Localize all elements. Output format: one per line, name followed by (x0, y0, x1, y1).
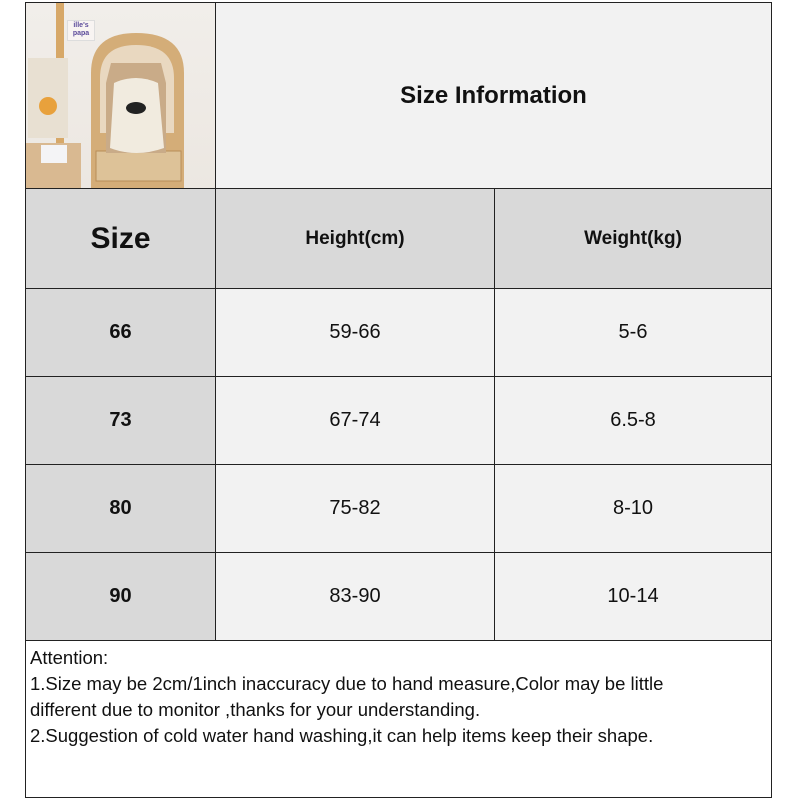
table-cell-height: 75-82 (216, 465, 495, 553)
photo-sign-text: ille's papa (67, 20, 95, 41)
header-size-label: Size (90, 221, 151, 255)
note-line: 1.Size may be 2cm/1inch inaccuracy due t… (30, 673, 664, 694)
table-cell-size: 66 (26, 289, 216, 377)
table-cell-size: 90 (26, 553, 216, 641)
table-cell-weight: 5-6 (495, 289, 771, 377)
page-title: Size Information (400, 81, 587, 109)
header-size: Size (26, 189, 216, 289)
table-cell-weight: 8-10 (495, 465, 771, 553)
header-height-label: Height(cm) (305, 227, 405, 249)
size-chart-table: ille's papa Size Information Size Height… (25, 2, 772, 798)
table-cell-size: 73 (26, 377, 216, 465)
note-line: different due to monitor ,thanks for you… (30, 699, 481, 720)
size-value: 66 (109, 321, 132, 343)
product-photo: ille's papa (26, 3, 216, 189)
attention-notes: Attention: 1.Size may be 2cm/1inch inacc… (26, 641, 771, 797)
table-cell-height: 67-74 (216, 377, 495, 465)
header-weight: Weight(kg) (495, 189, 771, 289)
weight-value: 6.5-8 (610, 409, 656, 431)
size-value: 73 (109, 409, 132, 431)
size-value: 80 (109, 497, 132, 519)
title-cell: Size Information (216, 3, 771, 189)
header-weight-label: Weight(kg) (584, 227, 682, 249)
height-value: 59-66 (329, 321, 381, 343)
table-cell-weight: 10-14 (495, 553, 771, 641)
weight-value: 10-14 (607, 585, 659, 607)
table-cell-weight: 6.5-8 (495, 377, 771, 465)
size-value: 90 (109, 585, 132, 607)
height-value: 75-82 (329, 497, 381, 519)
table-cell-height: 83-90 (216, 553, 495, 641)
notes-heading: Attention: (30, 647, 109, 668)
header-height: Height(cm) (216, 189, 495, 289)
table-cell-height: 59-66 (216, 289, 495, 377)
height-value: 83-90 (329, 585, 381, 607)
table-cell-size: 80 (26, 465, 216, 553)
baby-romper-image (26, 3, 184, 188)
weight-value: 8-10 (612, 497, 654, 519)
note-line: 2.Suggestion of cold water hand washing,… (30, 725, 654, 746)
height-value: 67-74 (329, 409, 381, 431)
weight-value: 5-6 (618, 321, 648, 343)
